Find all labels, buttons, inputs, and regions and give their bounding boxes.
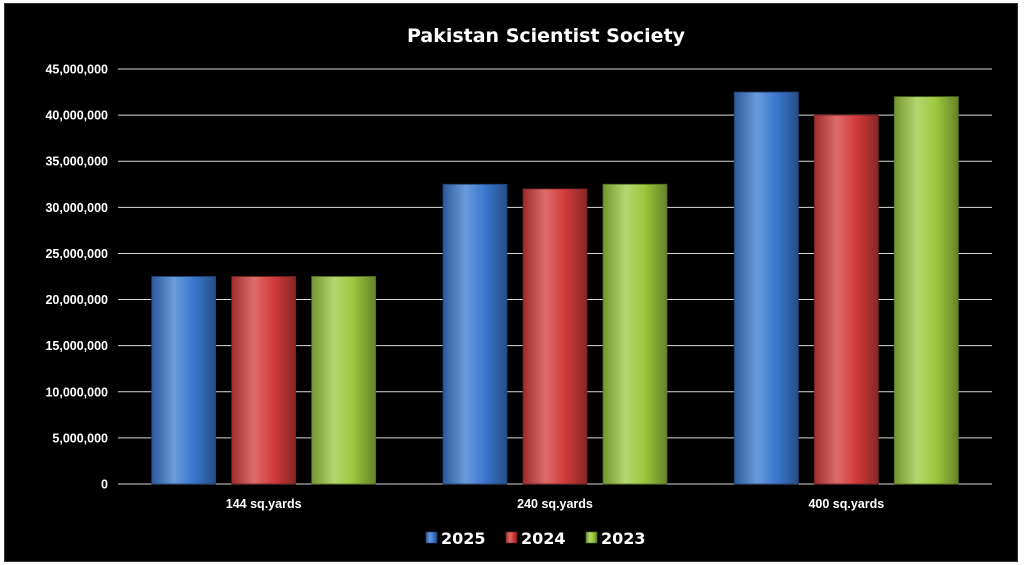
bar-2025-3 — [733, 91, 799, 485]
y-tick-label: 40,000,000 — [45, 109, 108, 123]
y-tick-label: 35,000,000 — [45, 155, 108, 169]
y-tick-label: 10,000,000 — [45, 385, 108, 399]
legend: 2025 2024 2023 — [425, 529, 646, 548]
bar-2023-2 — [602, 183, 668, 485]
x-category-label: 144 sq.yards — [226, 497, 302, 511]
y-tick-label: 15,000,000 — [45, 339, 108, 353]
bar-2023-1 — [311, 276, 377, 485]
y-tick-label: 45,000,000 — [45, 63, 108, 77]
bar-2025-2 — [442, 183, 508, 485]
bar-2024-3 — [813, 114, 879, 485]
y-tick-label: 30,000,000 — [45, 201, 108, 215]
y-tick-label: 0 — [101, 478, 108, 492]
y-tick-label: 20,000,000 — [45, 293, 108, 307]
legend-swatch-2024 — [505, 531, 518, 544]
x-axis-categories: 144 sq.yards 240 sq.yards 400 sq.yards — [226, 497, 884, 511]
legend-swatch-2025 — [425, 531, 438, 544]
y-tick-label: 5,000,000 — [52, 431, 108, 445]
bar-2025-1 — [151, 276, 217, 485]
bars — [151, 91, 959, 485]
y-axis-ticks: 0 5,000,000 10,000,000 15,000,000 20,000,000… — [45, 63, 108, 492]
x-category-label: 400 sq.yards — [808, 497, 884, 511]
x-category-label: 240 sq.yards — [517, 497, 593, 511]
bar-2023-3 — [893, 96, 959, 485]
bar-2024-1 — [231, 276, 297, 485]
legend-label-2023: 2023 — [601, 529, 646, 548]
legend-label-2024: 2024 — [521, 529, 566, 548]
legend-label-2025: 2025 — [441, 529, 486, 548]
chart-title: Pakistan Scientist Society — [407, 25, 686, 47]
legend-swatch-2023 — [585, 531, 598, 544]
bar-2024-2 — [522, 188, 588, 485]
y-tick-label: 25,000,000 — [45, 247, 108, 261]
